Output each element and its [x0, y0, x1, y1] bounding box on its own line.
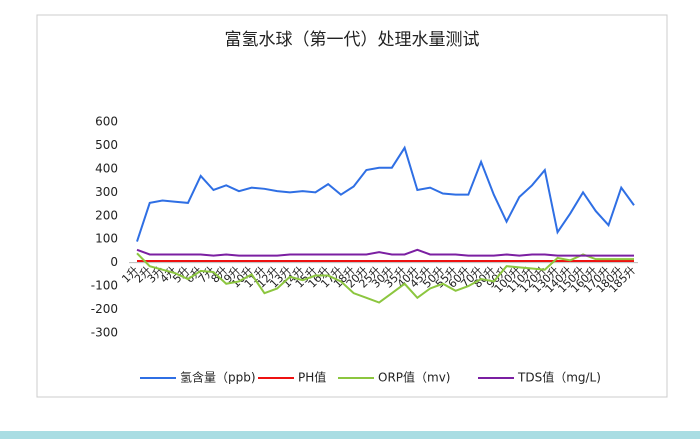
- y-tick-label: 100: [95, 232, 118, 246]
- y-tick-label: 500: [95, 138, 118, 152]
- legend-label: 氢含量（ppb): [180, 370, 256, 385]
- y-tick-label: 600: [95, 115, 118, 129]
- y-tick-label: -100: [91, 279, 118, 293]
- legend-label: PH值: [298, 370, 326, 385]
- y-tick-label: 200: [95, 208, 118, 222]
- legend-label: ORP值（mv): [378, 370, 451, 385]
- y-tick-label: 0: [110, 255, 118, 269]
- chart-title: 富氢水球（第一代）处理水量测试: [225, 30, 480, 50]
- y-tick-label: 300: [95, 185, 118, 199]
- bottom-band: [0, 431, 700, 439]
- y-tick-label: 400: [95, 161, 118, 175]
- series-line: [136, 252, 634, 304]
- y-tick-label: -200: [91, 302, 118, 316]
- legend-label: TDS值（mg/L): [517, 370, 601, 385]
- chart-frame: [36, 14, 668, 398]
- y-tick-label: -300: [91, 326, 118, 340]
- series-line: [136, 145, 635, 242]
- series-line: [136, 248, 634, 257]
